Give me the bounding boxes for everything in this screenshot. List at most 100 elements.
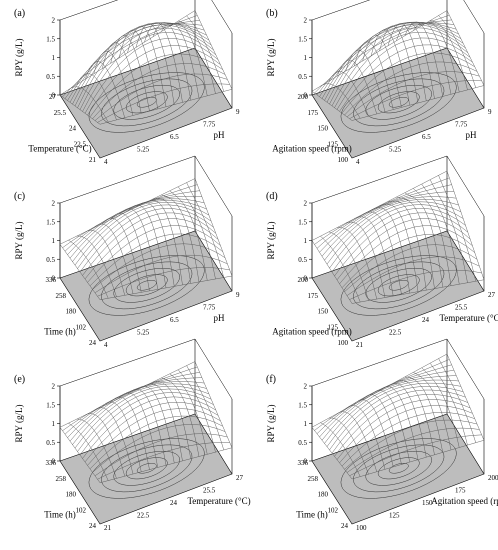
mesh-line: [346, 71, 480, 118]
mesh-line: [135, 386, 175, 464]
panel-label: (e): [14, 374, 25, 385]
mesh-line: [341, 412, 475, 467]
y-tick-label: 125: [389, 512, 400, 520]
mesh-line: [177, 186, 216, 280]
z-axis-label: RPY (g/L): [14, 39, 24, 77]
mesh-line: [82, 396, 216, 459]
mesh-line: [341, 52, 475, 114]
panel-label: (a): [14, 8, 25, 19]
mesh-line: [344, 419, 478, 470]
x-tick-label: 100: [338, 339, 349, 347]
y-tick-label: 27: [236, 474, 244, 482]
mesh-line: [387, 200, 427, 291]
box-edge: [59, 0, 119, 21]
box-edge: [211, 0, 233, 34]
mesh-line: [429, 363, 468, 446]
mesh-line: [135, 23, 175, 105]
z-tick-label: 1.5: [298, 218, 307, 226]
x-tick-label: 24: [89, 522, 97, 530]
y-axis-label: Temperature (°C): [439, 313, 498, 323]
panel-a: (a) 0 0.5 1 1.5 2 RPY (g/L) 27 25.524 22.521 Tempe…: [14, 0, 240, 166]
mesh-line: [97, 83, 230, 123]
z-tick-label: 1: [52, 237, 56, 245]
mesh-line: [331, 207, 466, 273]
x-tick-label: 180: [318, 491, 329, 499]
mesh-line: [336, 218, 471, 281]
x-tick-label: 24: [69, 125, 77, 133]
y-tick-label: 4: [104, 158, 108, 166]
x-tick-label: 102: [328, 506, 339, 514]
x-tick-label: 102: [76, 323, 87, 331]
mesh-line: [144, 200, 183, 285]
mesh-line: [336, 37, 471, 110]
mesh-line: [346, 256, 480, 296]
contour-line: [353, 444, 445, 493]
mesh-line: [351, 279, 485, 304]
mesh-line: [152, 381, 191, 459]
mesh-line: [161, 377, 200, 457]
mesh-line: [194, 361, 233, 448]
mesh-line: [438, 175, 476, 282]
y-tick-label: 6.5: [170, 133, 179, 141]
mesh-line: [387, 23, 427, 101]
mesh-line: [404, 376, 443, 453]
contour-line: [388, 97, 409, 108]
z-tick-label: 1.5: [298, 401, 307, 409]
contour-line: [88, 72, 205, 133]
surface-mesh: [311, 10, 485, 121]
x-tick-label: 27: [49, 93, 57, 101]
contour-line: [340, 255, 457, 316]
mesh-line: [413, 188, 452, 286]
panel-label: (f): [266, 374, 276, 385]
contour-line: [365, 450, 432, 486]
y-tick-label: 25.5: [455, 304, 468, 312]
mesh-line: [334, 394, 468, 457]
mesh-line: [169, 373, 208, 455]
contour-lines: [88, 72, 205, 133]
x-axis-label: Temperature (°C): [28, 144, 91, 154]
z-tick-label: 2: [304, 17, 308, 25]
x-axis-label: Time (h): [44, 327, 75, 337]
panel-label: (b): [266, 8, 278, 19]
mesh-line: [421, 367, 460, 448]
mesh-line: [339, 44, 473, 112]
y-axis-label: pH: [214, 313, 226, 323]
contour-line: [388, 280, 409, 291]
z-tick-label: 1: [52, 54, 56, 62]
x-tick-label: 102: [76, 506, 87, 514]
mesh-line: [346, 427, 480, 473]
y-axis-label: Agitation speed (rpm): [431, 496, 498, 506]
y-tick-label: 5.25: [137, 329, 150, 337]
x-axis: 200 175 150 125 100: [298, 93, 349, 164]
y-tick-label: 22.5: [389, 329, 402, 337]
contour-line: [125, 274, 168, 297]
surface-mesh: [59, 10, 233, 125]
contour-lines: [340, 72, 457, 133]
contour-line: [377, 91, 420, 114]
mesh-line: [413, 372, 452, 450]
y-tick-label: 200: [488, 474, 498, 482]
y-tick-label: 9: [236, 108, 240, 116]
x-tick-label: 21: [89, 156, 97, 164]
x-tick-label: 24: [89, 339, 97, 347]
contour-line: [136, 280, 157, 291]
contour-line: [377, 457, 420, 480]
y-axis-label: pH: [466, 130, 478, 140]
box-edge: [311, 338, 448, 387]
x-axis: 27 25.524 22.521: [49, 93, 97, 164]
x-tick-label: 258: [56, 292, 67, 300]
y-axis-label: pH: [214, 130, 226, 140]
box-edge: [59, 155, 196, 204]
y-tick-label: 6.5: [422, 133, 431, 141]
x-tick-label: 336: [298, 459, 309, 467]
z-axis: 0 0.5 1 1.5 2: [298, 383, 312, 466]
mesh-line: [186, 365, 224, 451]
contour-line: [340, 72, 457, 133]
mesh-line: [194, 10, 233, 90]
mesh-line: [413, 22, 452, 95]
contour-line: [101, 78, 193, 127]
mesh-line: [79, 27, 214, 110]
mesh-line: [334, 31, 468, 108]
